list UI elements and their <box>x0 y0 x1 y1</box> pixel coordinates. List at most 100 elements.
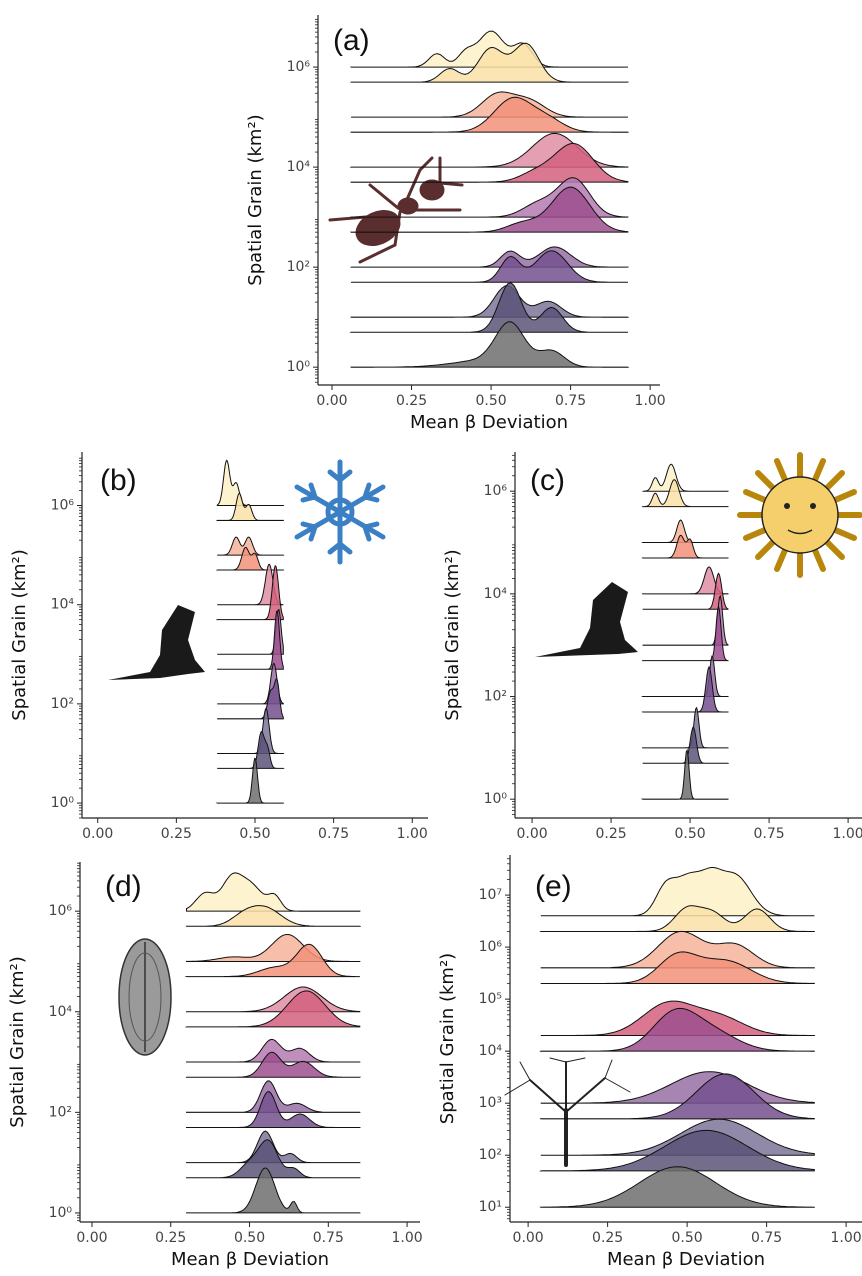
ridge <box>186 943 360 978</box>
y-tick-label: 10⁴ <box>49 1004 73 1020</box>
x-tick-label: 1.00 <box>831 1230 862 1246</box>
x-tick-label: 0.25 <box>592 1230 623 1246</box>
ridge <box>185 905 362 927</box>
x-axis-label: Mean β Deviation <box>607 1249 765 1270</box>
x-tick-label: 0.75 <box>313 1230 344 1246</box>
ridge <box>641 606 729 662</box>
x-tick-label: 0.50 <box>674 826 705 842</box>
ridge <box>539 1073 815 1120</box>
bird-icon <box>108 605 205 680</box>
panel-title: (b) <box>100 464 137 497</box>
ridge <box>540 930 815 969</box>
y-tick-label: 10² <box>287 259 310 275</box>
icons <box>108 156 862 1167</box>
ridge <box>540 867 815 917</box>
ridge <box>641 706 729 749</box>
ridge <box>215 546 284 571</box>
panel-title: (d) <box>105 870 142 903</box>
x-tick-label: 0.25 <box>396 393 427 409</box>
ridge <box>185 1051 362 1078</box>
ridge <box>185 1139 361 1179</box>
ridge <box>185 872 361 912</box>
ridge <box>216 459 285 507</box>
ridge <box>349 282 629 333</box>
ridge <box>539 1166 815 1208</box>
y-tick-label: 10⁰ <box>287 359 311 375</box>
ridge <box>641 655 729 698</box>
ridge <box>641 566 729 595</box>
ridge <box>351 91 628 118</box>
y-axis-label: Spatial Grain (km²) <box>437 953 458 1124</box>
panel-title: (e) <box>535 870 572 903</box>
y-tick-label: 10⁰ <box>484 791 508 807</box>
ridge <box>641 534 729 559</box>
panel-title: (c) <box>530 464 565 497</box>
ridge <box>640 748 729 800</box>
x-tick-label: 0.00 <box>516 826 547 842</box>
ridge <box>642 572 729 610</box>
ridge <box>641 479 729 508</box>
y-tick-label: 10² <box>49 1104 72 1120</box>
ridge <box>350 96 629 133</box>
x-tick-label: 0.50 <box>475 393 506 409</box>
ridge <box>185 1091 361 1128</box>
ridge <box>215 757 284 804</box>
panel: 10⁰ 10² 10⁴ 10⁶ 0.00 0.25 0.50 0.75 1.00 (d) Spati… <box>7 862 423 1270</box>
y-tick-label: 10⁴ <box>479 1043 503 1059</box>
x-axis-label: Mean β Deviation <box>171 1249 329 1270</box>
panel: 10¹ 10² 10³ 10⁴ 10⁵ 10⁶ 10⁷ 0.00 0.25 0.50 0.75 1.0… <box>437 855 862 1270</box>
y-tick-label: 10² <box>479 1147 502 1163</box>
y-tick-label: 10³ <box>479 1095 502 1111</box>
y-tick-label: 10⁴ <box>287 159 311 175</box>
x-tick-label: 0.75 <box>318 826 349 842</box>
ridge <box>186 990 361 1028</box>
ridge <box>641 519 729 544</box>
ridge <box>539 1129 815 1172</box>
ridge <box>539 905 815 932</box>
y-tick-label: 10⁰ <box>49 1205 73 1221</box>
bird-icon <box>535 582 638 657</box>
ridge <box>215 564 284 621</box>
ridge <box>641 665 729 713</box>
ant-icon <box>328 156 464 264</box>
ridge <box>350 250 628 283</box>
ridge <box>350 321 630 368</box>
ridge <box>217 610 284 670</box>
x-tick-label: 0.75 <box>555 393 586 409</box>
y-tick-label: 10⁴ <box>51 597 75 613</box>
y-tick-label: 10² <box>51 696 74 712</box>
sun-icon <box>737 452 862 578</box>
ridge <box>185 1038 361 1063</box>
panel-title: (a) <box>333 24 370 57</box>
panel: 10⁰ 10² 10⁴ 10⁶ 0.00 0.25 0.50 0.75 1.00 (c) Spati… <box>442 452 862 842</box>
x-tick-label: 1.00 <box>833 826 862 842</box>
x-tick-label: 0.00 <box>76 1230 107 1246</box>
x-tick-label: 1.00 <box>391 1230 422 1246</box>
x-tick-label: 0.00 <box>316 393 347 409</box>
ridge <box>217 708 285 754</box>
y-axis-label: Spatial Grain (km²) <box>9 549 30 720</box>
ridge <box>185 1167 361 1214</box>
y-tick-label: 10⁶ <box>49 903 73 919</box>
panel: 10⁰ 10² 10⁴ 10⁶ 0.00 0.25 0.50 0.75 1.00 (b) Spati… <box>9 452 428 842</box>
y-tick-label: 10⁶ <box>51 498 75 514</box>
x-tick-label: 0.75 <box>751 1230 782 1246</box>
x-tick-label: 0.75 <box>754 826 785 842</box>
ridge <box>540 951 815 984</box>
y-tick-label: 10¹ <box>479 1199 502 1215</box>
ridge <box>350 186 629 233</box>
y-tick-label: 10⁶ <box>479 939 503 955</box>
panel: 10⁰ 10² 10⁴ 10⁶ 0.00 0.25 0.50 0.75 1.00 (a) Spati… <box>245 15 666 433</box>
ridge <box>350 42 629 83</box>
x-tick-label: 0.50 <box>234 1230 265 1246</box>
y-tick-label: 10² <box>484 689 507 705</box>
x-tick-label: 1.00 <box>635 393 666 409</box>
ridge <box>217 731 285 769</box>
snowflake-icon <box>294 459 386 565</box>
y-tick-label: 10⁷ <box>479 887 502 903</box>
ridge <box>350 246 629 268</box>
x-tick-label: 0.50 <box>672 1230 703 1246</box>
ridge <box>217 536 285 556</box>
x-tick-label: 0.50 <box>239 826 270 842</box>
